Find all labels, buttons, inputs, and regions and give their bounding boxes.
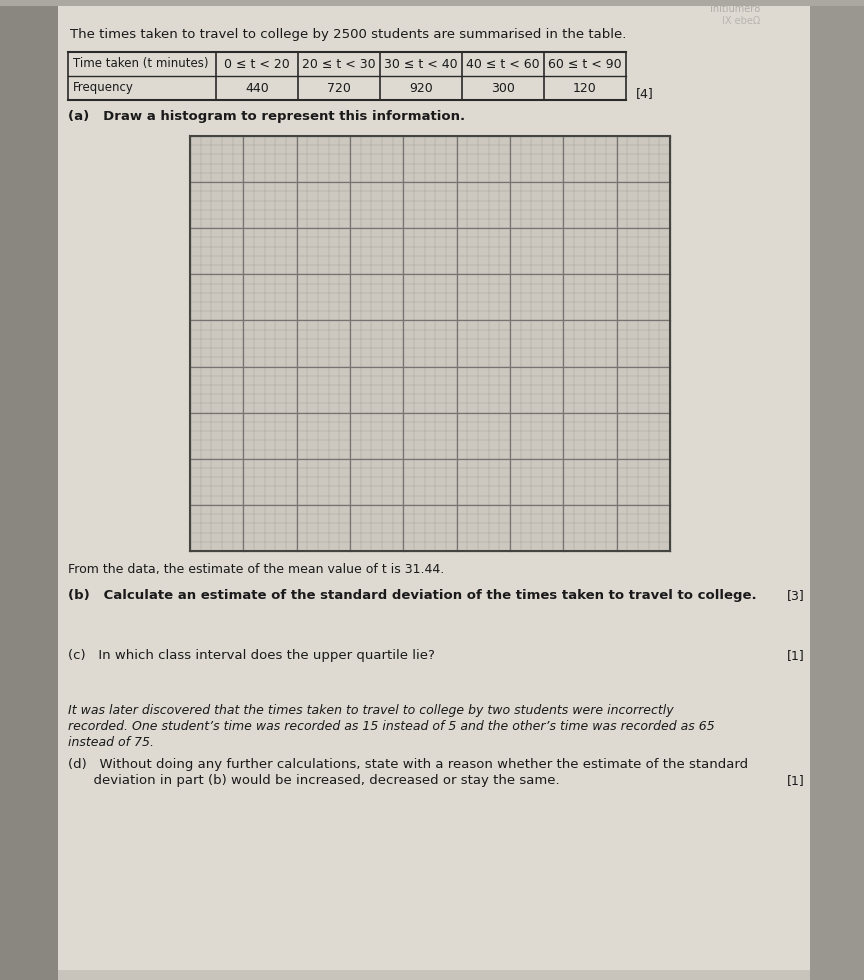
Text: [1]: [1] <box>787 774 805 787</box>
Text: It was later discovered that the times taken to travel to college by two student: It was later discovered that the times t… <box>68 704 674 717</box>
Text: 20 ≤ t < 30: 20 ≤ t < 30 <box>302 58 376 71</box>
Text: From the data, the estimate of the mean value of t is 31.44.: From the data, the estimate of the mean … <box>68 563 444 576</box>
Text: The times taken to travel to college by 2500 students are summarised in the tabl: The times taken to travel to college by … <box>70 28 626 41</box>
Bar <box>0 0 864 6</box>
Text: (a)   Draw a histogram to represent this information.: (a) Draw a histogram to represent this i… <box>68 110 465 123</box>
Text: recorded. One student’s time was recorded as 15 instead of 5 and the other’s tim: recorded. One student’s time was recorde… <box>68 720 715 733</box>
Text: 300: 300 <box>491 81 515 94</box>
Text: 720: 720 <box>327 81 351 94</box>
Text: instead of 75.: instead of 75. <box>68 736 154 749</box>
Text: Frequency: Frequency <box>73 81 134 94</box>
Text: 120: 120 <box>573 81 597 94</box>
Bar <box>0 0 58 980</box>
Text: Time taken (t minutes): Time taken (t minutes) <box>73 58 208 71</box>
Text: (b)   Calculate an estimate of the standard deviation of the times taken to trav: (b) Calculate an estimate of the standar… <box>68 589 757 602</box>
Bar <box>810 0 864 980</box>
Bar <box>190 136 670 551</box>
Text: 440: 440 <box>245 81 269 94</box>
Bar <box>55 5 810 970</box>
Text: 60 ≤ t < 90: 60 ≤ t < 90 <box>548 58 622 71</box>
Text: [3]: [3] <box>787 589 805 602</box>
Text: Initiumer8: Initiumer8 <box>709 4 760 14</box>
Text: [1]: [1] <box>787 649 805 662</box>
Text: 40 ≤ t < 60: 40 ≤ t < 60 <box>467 58 540 71</box>
Text: IX ebeΩ: IX ebeΩ <box>721 16 760 26</box>
Text: 30 ≤ t < 40: 30 ≤ t < 40 <box>384 58 458 71</box>
Text: [4]: [4] <box>636 87 654 101</box>
Text: 920: 920 <box>410 81 433 94</box>
Text: (d)   Without doing any further calculations, state with a reason whether the es: (d) Without doing any further calculatio… <box>68 758 748 771</box>
Text: 0 ≤ t < 20: 0 ≤ t < 20 <box>224 58 290 71</box>
Text: deviation in part (b) would be increased, decreased or stay the same.: deviation in part (b) would be increased… <box>68 774 560 787</box>
Text: (c)   In which class interval does the upper quartile lie?: (c) In which class interval does the upp… <box>68 649 435 662</box>
